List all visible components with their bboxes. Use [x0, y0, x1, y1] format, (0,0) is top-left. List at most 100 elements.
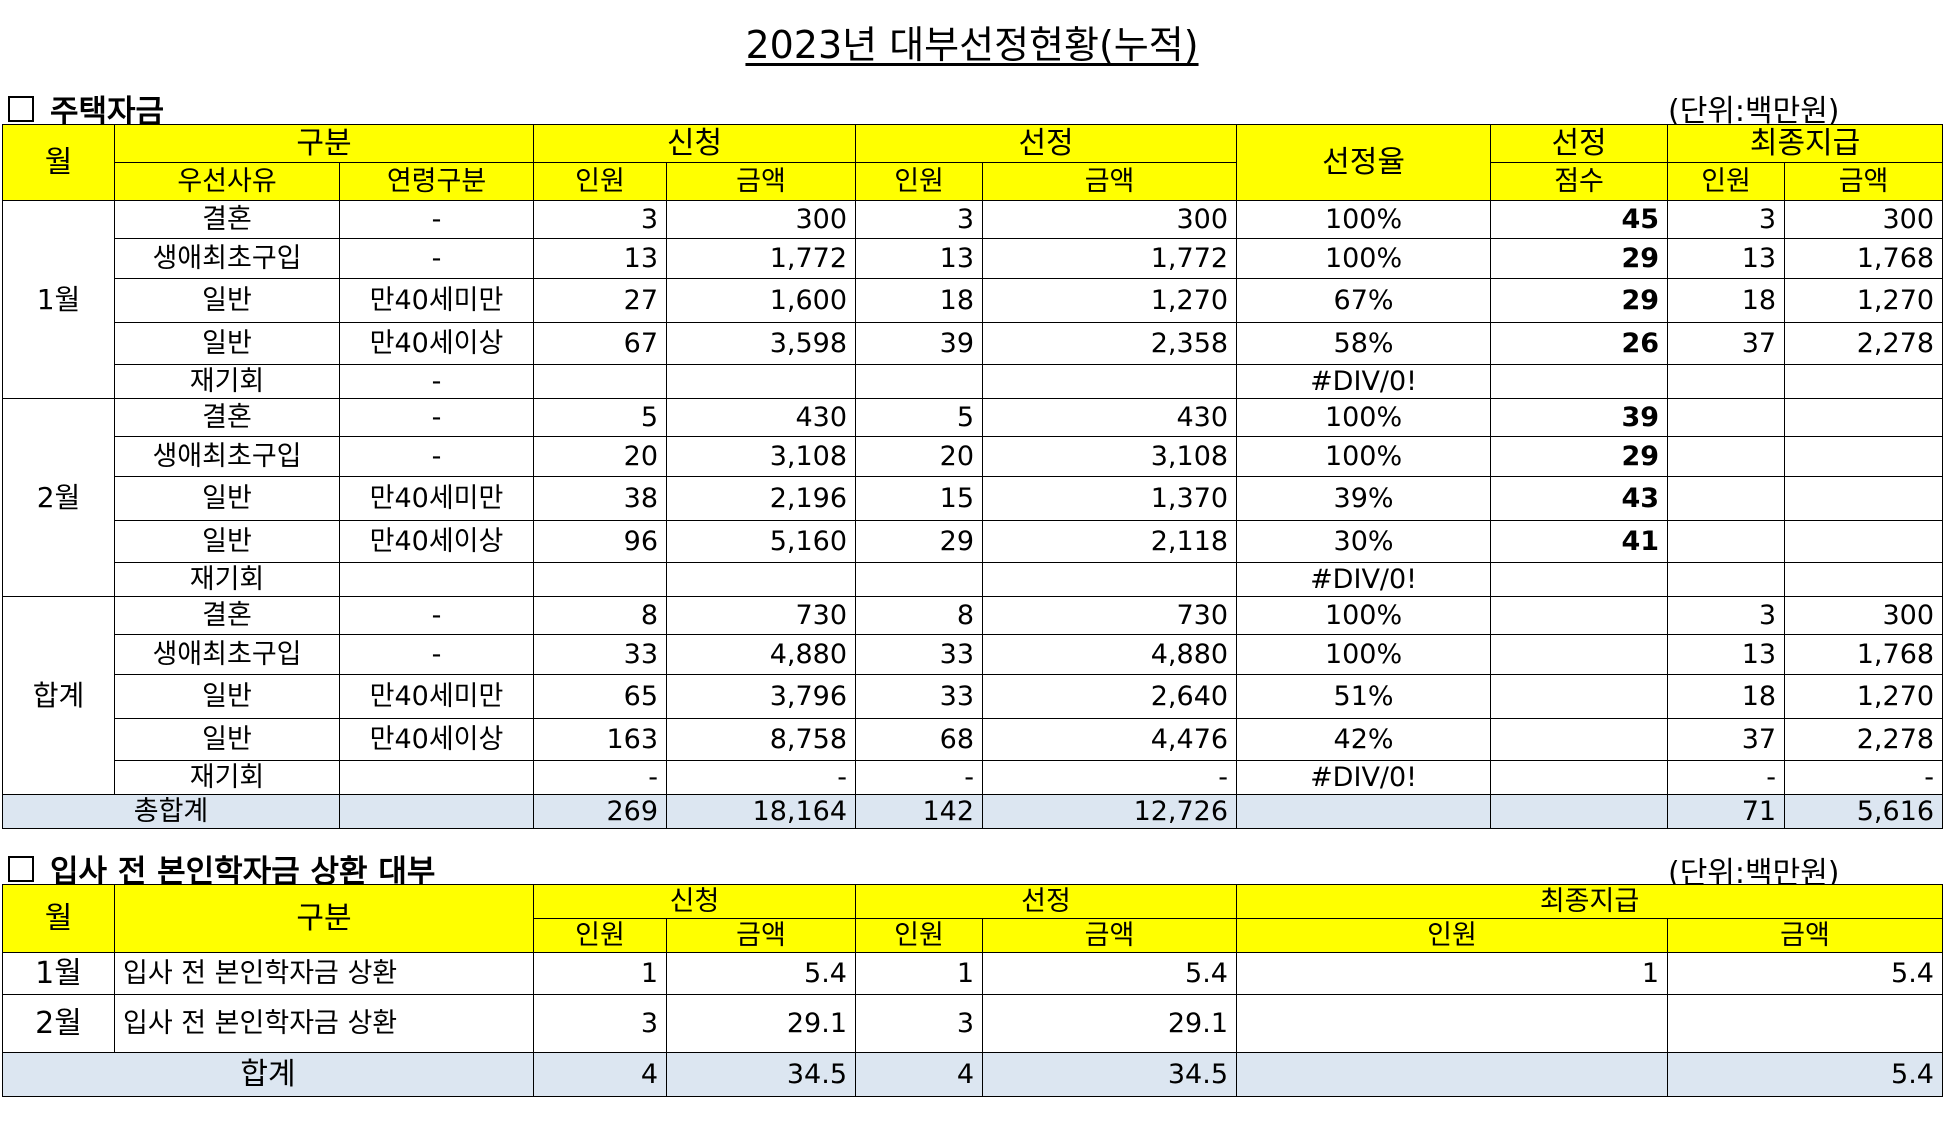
rate-cell: 39%: [1236, 476, 1492, 521]
header-category: 구분: [114, 884, 534, 953]
header-apply-people: 인원: [533, 162, 668, 201]
rate-cell: #DIV/0!: [1236, 562, 1492, 597]
final-people-cell: 37: [1667, 322, 1786, 365]
score-cell: 41: [1490, 520, 1669, 563]
age-cell: 만40세미만: [338, 674, 535, 719]
grand-total-apply-people: 269: [533, 794, 668, 829]
apply-amount-cell: 8,758: [666, 718, 857, 761]
rate-cell: 42%: [1236, 718, 1492, 761]
final-people-cell: 13: [1667, 238, 1786, 279]
age-cell: 만40세이상: [338, 718, 535, 761]
header-apply: 신청: [533, 124, 857, 163]
select-amount-cell: 5.4: [982, 952, 1237, 995]
score-cell: [1490, 718, 1669, 761]
final-people-cell: -: [1667, 760, 1786, 795]
apply-amount-cell: 4,880: [666, 634, 857, 675]
final-people-cell: [1667, 562, 1786, 597]
table-row: 생애최초구입 -20 3,108 20 3,108 100% 29: [3, 436, 1944, 477]
score-cell: [1490, 364, 1669, 399]
apply-amount-cell: [666, 562, 857, 597]
grand-total-select-people: 142: [855, 794, 984, 829]
final-amount-cell: 300: [1784, 596, 1944, 635]
apply-people-cell: 1: [533, 952, 667, 995]
select-amount-cell: 2,118: [982, 520, 1238, 563]
select-people-cell: 39: [855, 322, 984, 365]
header-apply-amount: 금액: [666, 162, 857, 201]
apply-amount-cell: 730: [666, 596, 857, 635]
apply-people-cell: 33: [533, 634, 668, 675]
reason-cell: 생애최초구입: [114, 634, 340, 675]
apply-amount-cell: 2,196: [666, 476, 857, 521]
age-cell: -: [338, 634, 535, 675]
age-cell: 만40세이상: [338, 322, 535, 365]
final-amount-cell: [1784, 520, 1944, 563]
score-cell: 29: [1490, 278, 1669, 323]
select-people-cell: 18: [855, 278, 984, 323]
final-amount-cell: [1784, 476, 1944, 521]
apply-people-cell: 96: [533, 520, 668, 563]
header-category: 구분: [113, 124, 535, 163]
final-amount-cell: [1784, 562, 1944, 597]
category-cell: 입사 전 본인학자금 상환: [114, 952, 534, 995]
apply-amount-cell: [666, 364, 857, 399]
reason-cell: 재기회: [114, 562, 340, 597]
apply-people-cell: 38: [533, 476, 668, 521]
score-cell: [1490, 760, 1669, 795]
age-cell: -: [338, 364, 535, 399]
table-row: 생애최초구입 -13 1,772 13 1,772 100% 29 13 1,768: [3, 238, 1944, 279]
grand-total-rate: [1236, 794, 1492, 829]
apply-amount-cell: 1,772: [666, 238, 857, 279]
table-row: 합계 결혼 -8 730 8 730 100% 3 300: [2, 596, 1944, 795]
tuition-loan-table: 월 구분 신청 선정 최종지급 인원 금액 인원 금액 인원 금액 1월 입사 전…: [2, 884, 1943, 1097]
apply-people-cell: 163: [533, 718, 668, 761]
select-amount-cell: 3,108: [982, 436, 1238, 477]
select-amount-cell: 1,370: [982, 476, 1238, 521]
final-amount-cell: 2,278: [1784, 718, 1944, 761]
header-score-bottom: 점수: [1490, 162, 1669, 201]
rate-cell: 67%: [1236, 278, 1492, 323]
checkbox-square-icon: [8, 855, 34, 882]
final-people-cell: 37: [1667, 718, 1786, 761]
final-amount-cell: 1,270: [1784, 278, 1944, 323]
final-amount-cell: 2,278: [1784, 322, 1944, 365]
rate-cell: 100%: [1236, 200, 1492, 239]
total-final-people: [1236, 1052, 1668, 1097]
grand-total-row: 총합계 269 18,164 142 12,726 71 5,616: [2, 794, 1944, 829]
rate-cell: 51%: [1236, 674, 1492, 719]
final-people-cell: [1667, 520, 1786, 563]
apply-people-cell: 20: [533, 436, 668, 477]
header-apply: 신청: [533, 884, 856, 919]
reason-cell: 일반: [114, 278, 340, 323]
select-people-cell: 29: [855, 520, 984, 563]
header-select-people: 인원: [855, 162, 984, 201]
grand-total-final-amount: 5,616: [1784, 794, 1944, 829]
month-cell: 합계: [2, 596, 115, 795]
reason-cell: 일반: [114, 322, 340, 365]
unit-label: (단위:백만원): [1668, 94, 1840, 129]
rate-cell: 100%: [1236, 238, 1492, 279]
table-row: 재기회 - #DIV/0!: [3, 364, 1944, 399]
table-row: 일반 만40세미만 65 3,796 33 2,640 51% 18 1,270: [3, 674, 1944, 719]
score-cell: 26: [1490, 322, 1669, 365]
select-amount-cell: 4,880: [982, 634, 1238, 675]
apply-people-cell: 67: [533, 322, 668, 365]
month-cell: 1월: [2, 952, 115, 995]
reason-cell: 생애최초구입: [114, 436, 340, 477]
apply-people-cell: 3: [533, 200, 668, 239]
rate-cell: #DIV/0!: [1236, 760, 1492, 795]
age-cell: -: [338, 200, 535, 239]
total-final-amount: 5.4: [1667, 1052, 1943, 1097]
select-people-cell: [855, 562, 984, 597]
select-amount-cell: 29.1: [982, 994, 1237, 1053]
apply-amount-cell: 5,160: [666, 520, 857, 563]
header-row-sub: 인원 금액 인원 금액 인원 금액: [3, 918, 1943, 953]
apply-people-cell: 8: [533, 596, 668, 635]
page-title: 2023년 대부선정현황(누적): [745, 23, 1199, 67]
table-row: 1월 결혼 -3 300 3 300 100% 45 3 300: [2, 200, 1944, 399]
total-apply-amount: 34.5: [666, 1052, 856, 1097]
table-row: 1월 입사 전 본인학자금 상환 1 5.4 1 5.4 1 5.4: [2, 952, 1943, 995]
select-people-cell: 20: [855, 436, 984, 477]
total-select-people: 4: [855, 1052, 983, 1097]
header-final-people: 인원: [1236, 918, 1668, 953]
table-row: 재기회 - - - - #DIV/0! - -: [3, 760, 1944, 795]
